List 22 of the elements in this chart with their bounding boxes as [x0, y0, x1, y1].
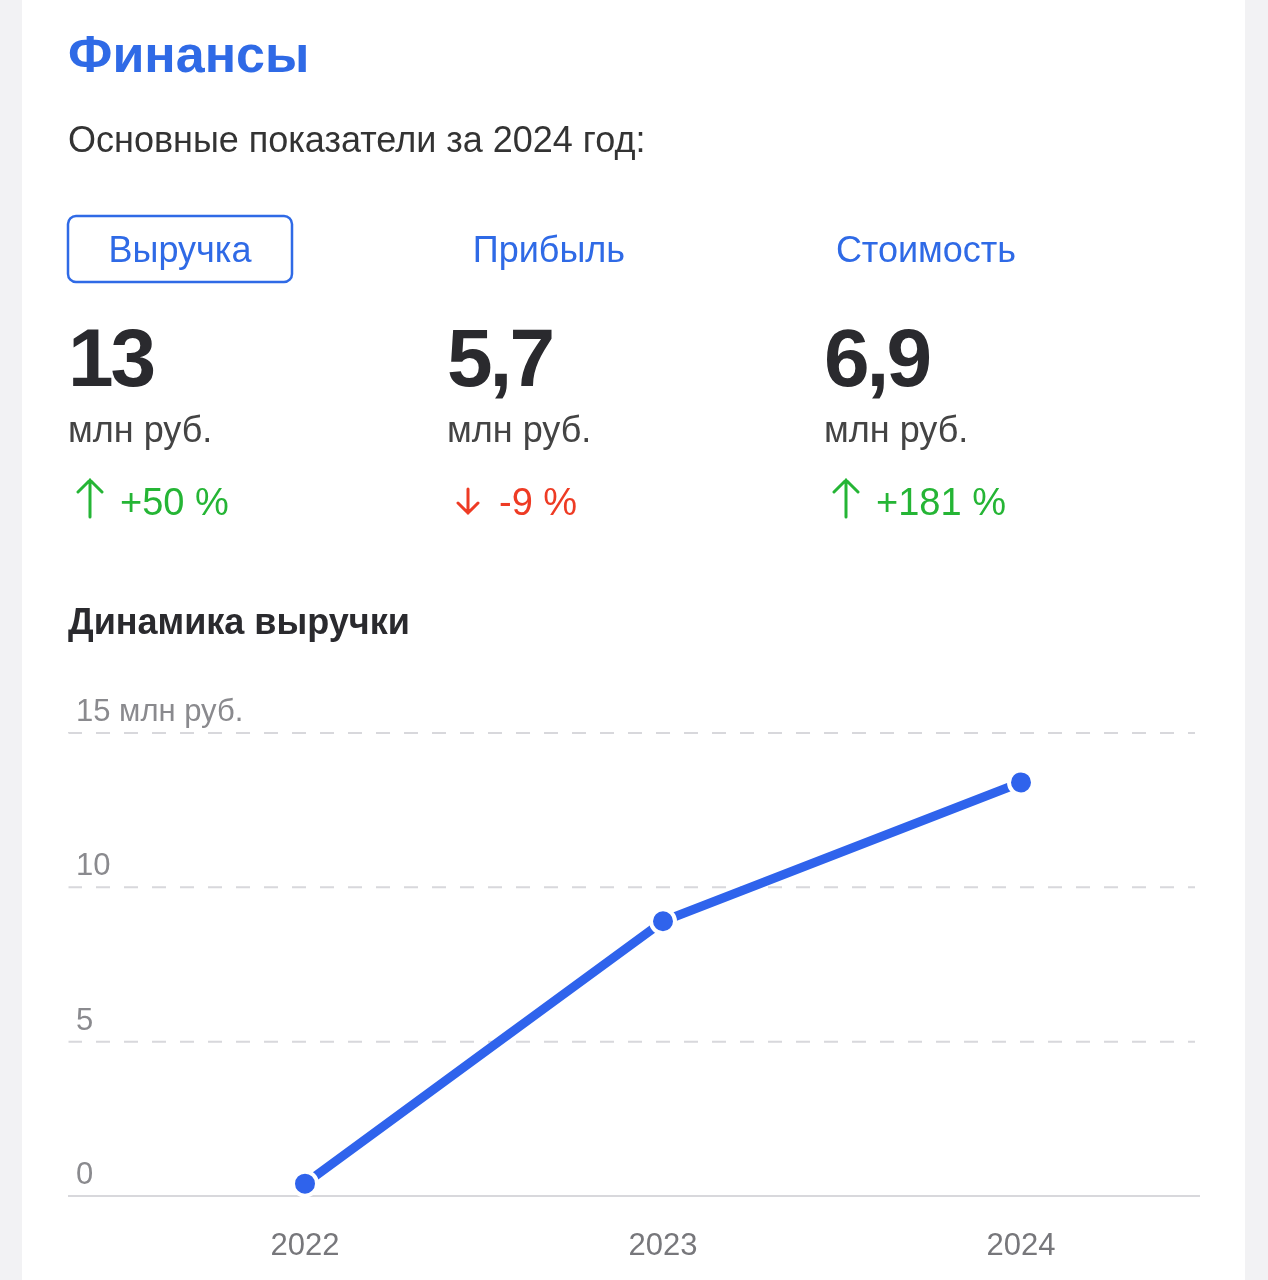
y-tick-label: 10 [76, 847, 111, 883]
text: 5,7 [447, 312, 552, 403]
text: Финансы [68, 25, 310, 83]
text: млн руб. [68, 409, 213, 450]
x-tick-label: 2024 [986, 1227, 1056, 1262]
x-tick-label: 2023 [628, 1227, 698, 1262]
y-tick-label: 5 [76, 1001, 94, 1037]
category-label: Прибыль [472, 229, 626, 270]
text: +181 % [876, 481, 1006, 523]
y-tick-label: 15 млн руб. [76, 693, 244, 728]
y-tick-label: 0 [76, 1156, 94, 1191]
text: -9 % [499, 481, 578, 523]
category-label: Стоимость [835, 229, 1017, 270]
x-tick-label: 2022 [270, 1227, 340, 1262]
text: 6,9 [824, 312, 930, 403]
text: Основные показатели за 2024 год: [68, 119, 646, 160]
text: 13 [68, 312, 154, 403]
text: +50 % [120, 481, 229, 523]
text: млн руб. [824, 409, 969, 450]
category-label: Выручка [108, 229, 253, 270]
chart-title: Динамика выручки [68, 601, 410, 642]
text: млн руб. [447, 409, 592, 450]
